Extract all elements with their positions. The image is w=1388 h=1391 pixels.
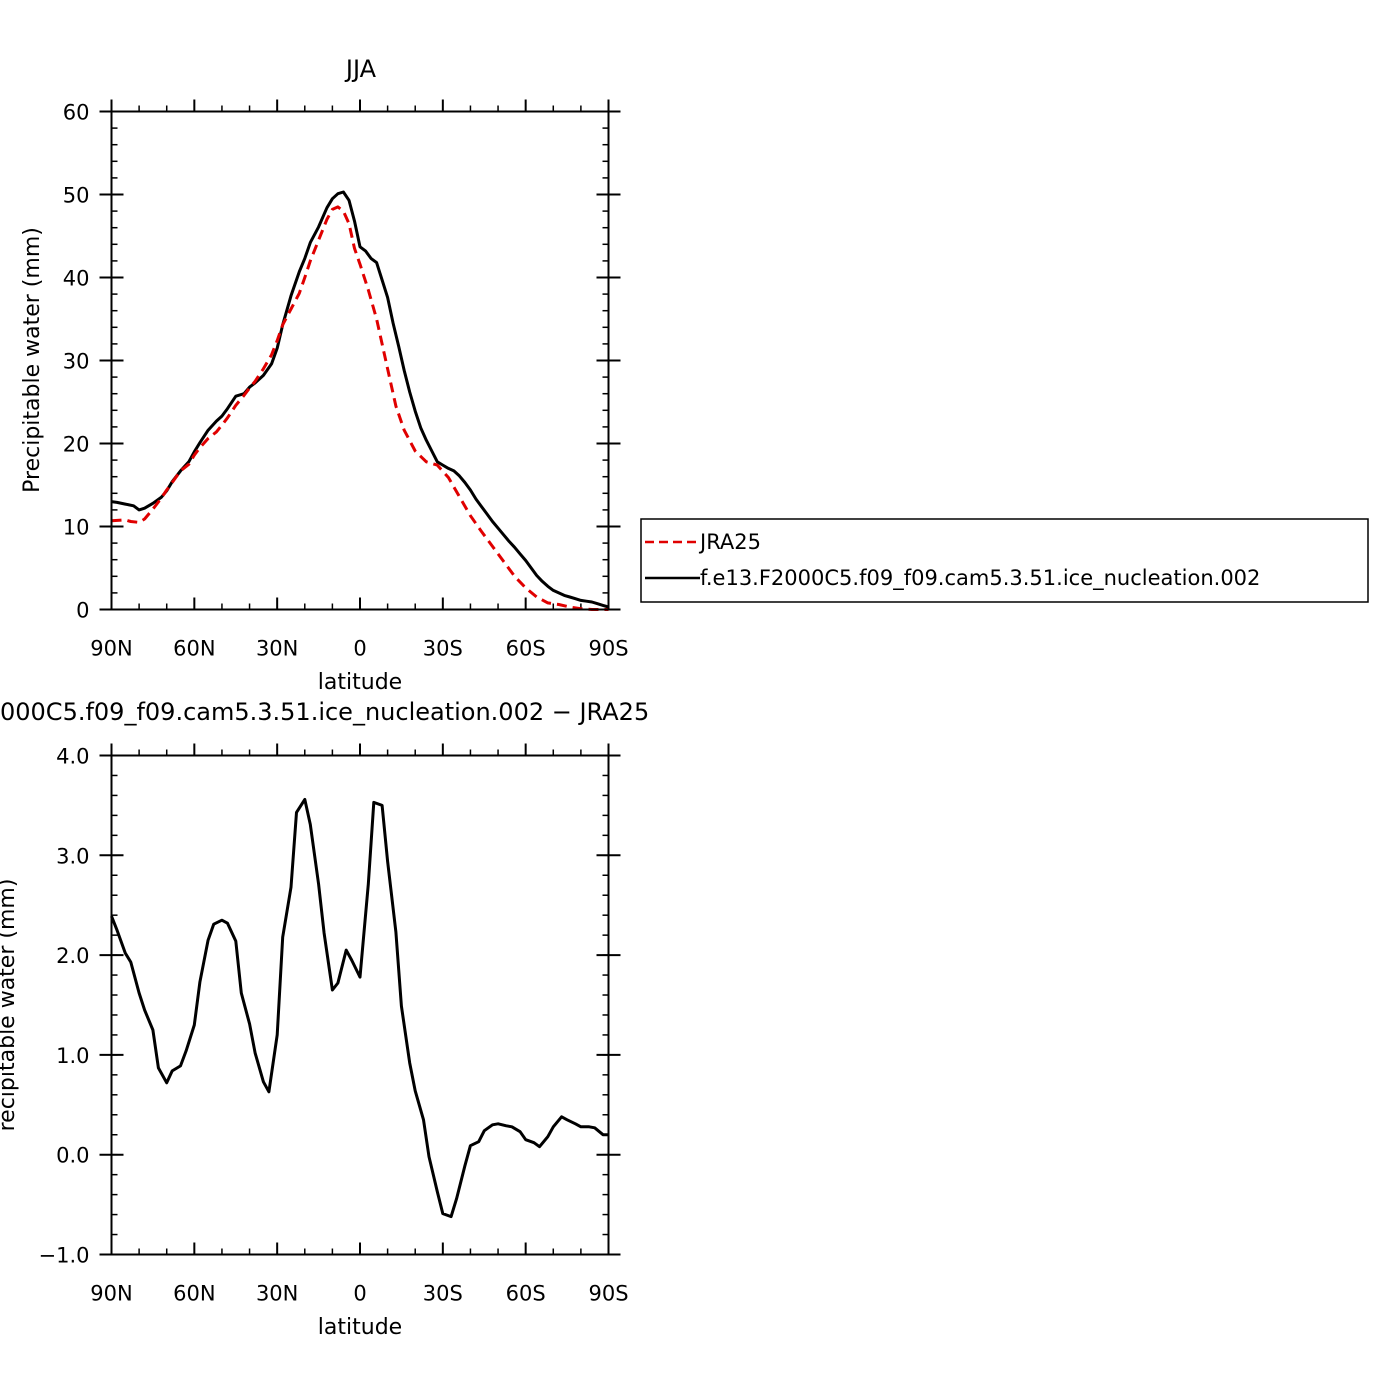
bottom-y-tick-label: 2.0: [56, 944, 89, 968]
legend-label-model: f.e13.F2000C5.f09_f09.cam5.3.51.ice_nucl…: [700, 566, 1260, 591]
bottom-y-tick-label: 4.0: [56, 745, 89, 769]
top-x-tick-label: 90N: [90, 637, 132, 661]
bottom-x-tick-label: 90S: [588, 1282, 628, 1306]
bottom-x-tick-label: 30S: [423, 1282, 463, 1306]
top-x-tick-label: 90S: [588, 637, 628, 661]
bottom-panel-x-axis-title: latitude: [318, 1315, 402, 1340]
bottom-x-tick-label: 60N: [173, 1282, 215, 1306]
bottom-x-tick-label: 0: [353, 1282, 366, 1306]
top-y-tick-label: 30: [63, 350, 90, 374]
bottom-panel-series: [110, 797, 609, 1219]
top-panel-y-axis-title: Precipitable water (mm): [20, 227, 45, 493]
top-y-tick-label: 0: [76, 599, 89, 623]
top-series-line-jra25: [111, 205, 609, 611]
bottom-panel-title: 000C5.f09_f09.cam5.3.51.ice_nucleation.0…: [0, 698, 649, 726]
top-panel-title: JJA: [344, 55, 377, 83]
bottom-panel-y-axis-title: recipitable water (mm): [0, 879, 20, 1132]
top-panel-series: [111, 190, 609, 611]
top-y-tick-label: 20: [63, 433, 90, 457]
bottom-y-tick-label: 1.0: [56, 1044, 89, 1068]
bottom-x-tick-label: 90N: [90, 1282, 132, 1306]
top-x-tick-label: 60S: [506, 637, 546, 661]
bottom-panel-frame: [110, 754, 610, 1256]
bottom-y-tick-label: −1.0: [39, 1244, 90, 1268]
top-x-tick-label: 0: [353, 637, 366, 661]
legend-label-jra25: JRA25: [698, 530, 761, 554]
bottom-y-tick-label: 3.0: [56, 844, 89, 868]
bottom-x-tick-label: 30N: [256, 1282, 298, 1306]
top-y-tick-label: 40: [63, 267, 90, 291]
bottom-series-line-0: [110, 797, 609, 1219]
top-panel-ticks: 90N 60N 30N 0 30S 60S 90S 0 10 20 30 40 50 60: [63, 99, 629, 661]
top-series-line-f-e13-f2000c5-f09-f09-cam5-3-51-ice-nucleation-002: [111, 190, 609, 609]
bottom-x-tick-label: 60S: [506, 1282, 546, 1306]
bottom-y-tick-label: 0.0: [56, 1144, 89, 1168]
bottom-panel-ticks: 90N 60N 30N 0 30S 60S 90S −1.0 0.0 1.0 2.0 3.0 4.0: [39, 743, 629, 1306]
top-panel-x-axis-title: latitude: [318, 670, 402, 695]
top-panel: JJA 90N 60N 30N 0 30S 60S 90S 0 10 20 30 40 50 60 lat…: [20, 55, 629, 695]
top-x-tick-label: 30N: [256, 637, 298, 661]
top-y-tick-label: 10: [63, 516, 90, 540]
top-y-tick-label: 50: [63, 184, 90, 208]
legend: JRA25 f.e13.F2000C5.f09_f09.cam5.3.51.ic…: [640, 518, 1369, 603]
top-x-tick-label: 30S: [423, 637, 463, 661]
top-panel-frame: [110, 110, 610, 611]
bottom-panel: 000C5.f09_f09.cam5.3.51.ice_nucleation.0…: [0, 698, 649, 1340]
legend-box: [640, 518, 1369, 603]
top-x-tick-label: 60N: [173, 637, 215, 661]
top-y-tick-label: 60: [63, 101, 90, 125]
